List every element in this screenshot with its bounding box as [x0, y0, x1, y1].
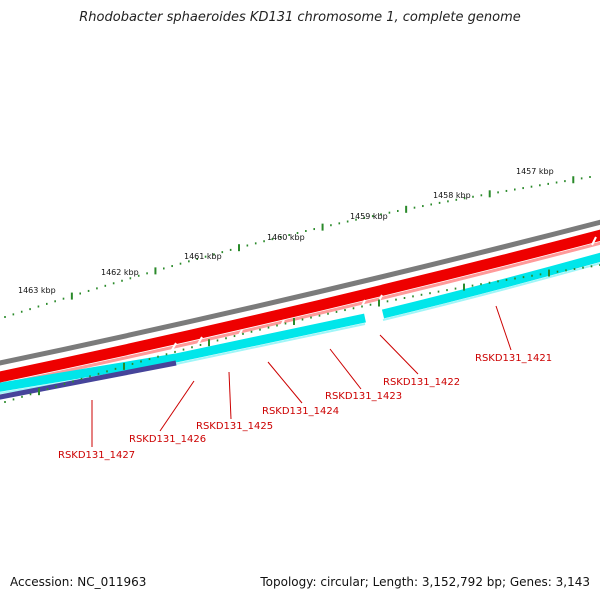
scale-label-1458: 1458 kbp: [433, 191, 471, 200]
outer-scale-ticks: [4, 176, 591, 318]
gene-segment-rskd131-1427[interactable]: [0, 360, 177, 400]
scale-label-1463: 1463 kbp: [18, 286, 56, 295]
gene-label-lines: [91, 305, 512, 447]
gene-label-rskd131-1425[interactable]: RSKD131_1425: [196, 421, 273, 432]
accession-text: Accession: NC_011963: [10, 575, 147, 589]
reverse-strand-cds[interactable]: [0, 252, 600, 392]
genome-backbone: [0, 219, 600, 366]
gene-label-rskd131-1427[interactable]: RSKD131_1427: [58, 450, 135, 461]
scale-labels: 1463 kbp 1462 kbp 1461 kbp 1460 kbp 1459…: [18, 167, 554, 295]
gene-label-rskd131-1422[interactable]: RSKD131_1422: [383, 377, 460, 388]
scale-label-1460: 1460 kbp: [267, 233, 305, 242]
forward-strand-cds[interactable]: [0, 229, 600, 387]
scale-label-1461: 1461 kbp: [184, 252, 222, 261]
gene-labels: RSKD131_1427 RSKD131_1426 RSKD131_1425 R…: [58, 353, 552, 461]
topology-text: Topology: circular; Length: 3,152,792 bp…: [260, 575, 590, 589]
gene-label-rskd131-1423[interactable]: RSKD131_1423: [325, 391, 402, 402]
gene-label-rskd131-1426[interactable]: RSKD131_1426: [129, 434, 206, 445]
scale-label-1462: 1462 kbp: [101, 268, 139, 277]
scale-label-1457: 1457 kbp: [516, 167, 554, 176]
scale-label-1459: 1459 kbp: [350, 212, 388, 221]
gene-label-rskd131-1421[interactable]: RSKD131_1421: [475, 353, 552, 364]
inner-scale-ticks: [4, 264, 600, 403]
gene-label-rskd131-1424[interactable]: RSKD131_1424: [262, 406, 339, 417]
page-title: Rhodobacter sphaeroides KD131 chromosome…: [79, 10, 521, 25]
